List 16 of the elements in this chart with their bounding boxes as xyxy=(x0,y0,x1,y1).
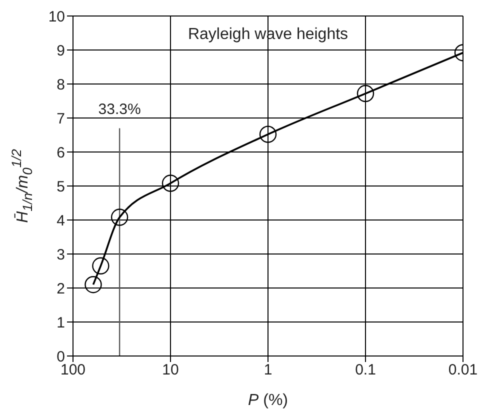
y-tick-label: 7 xyxy=(56,110,65,128)
y-tick-label: 5 xyxy=(56,178,65,196)
x-tick-label: 1 xyxy=(264,362,272,379)
ref-line-label: 33.3% xyxy=(98,101,141,118)
y-tick-label: 4 xyxy=(56,212,65,230)
y-tick-label: 1 xyxy=(56,314,65,332)
y-tick-label: 3 xyxy=(56,246,65,264)
y-tick-label: 6 xyxy=(56,144,65,162)
y-tick-label: 2 xyxy=(56,280,65,298)
x-tick-label: 0.01 xyxy=(448,362,478,379)
y-tick-label: 9 xyxy=(56,42,65,60)
x-tick-label: 0.1 xyxy=(355,362,376,379)
y-tick-label: 8 xyxy=(56,76,65,94)
y-tick-label: 10 xyxy=(48,8,65,26)
x-axis-title: P (%) xyxy=(247,392,289,410)
x-tick-label: 10 xyxy=(162,362,179,379)
